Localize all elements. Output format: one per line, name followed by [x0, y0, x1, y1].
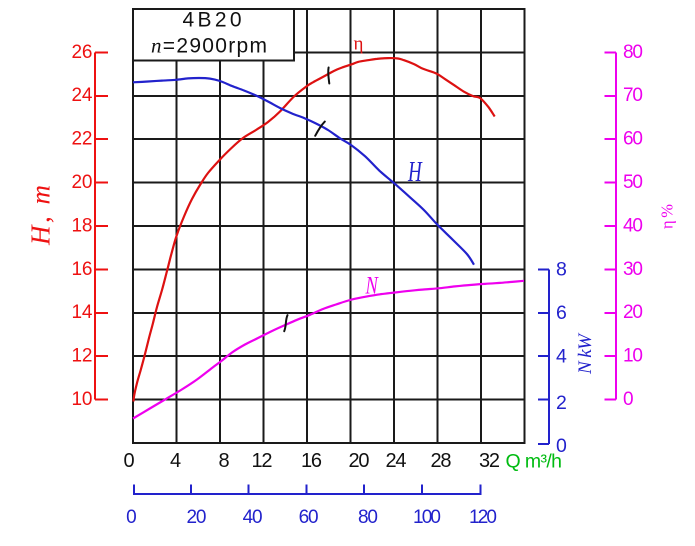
svg-text:N: N: [365, 271, 379, 299]
svg-text:10: 10: [623, 346, 643, 367]
svg-text:22: 22: [72, 129, 93, 150]
svg-text:20: 20: [187, 507, 207, 528]
svg-text:0: 0: [123, 450, 134, 472]
svg-text:H: H: [407, 158, 423, 188]
svg-text:20: 20: [349, 450, 370, 472]
svg-text:40: 40: [623, 215, 643, 236]
svg-text:12: 12: [72, 346, 93, 367]
svg-text:16: 16: [301, 450, 322, 472]
svg-text:80: 80: [623, 42, 643, 63]
svg-text:18: 18: [72, 215, 93, 236]
svg-text:N kW: N kW: [575, 332, 596, 375]
svg-text:Q m³/h: Q m³/h: [506, 451, 563, 473]
svg-text:14: 14: [72, 302, 93, 323]
svg-text:12: 12: [252, 450, 273, 472]
svg-text:120: 120: [469, 507, 497, 528]
svg-text:80: 80: [358, 507, 378, 528]
svg-text:0: 0: [623, 389, 634, 410]
svg-text:4: 4: [556, 345, 567, 367]
svg-text:20: 20: [623, 302, 643, 323]
svg-text:4: 4: [170, 450, 181, 472]
svg-text:20: 20: [72, 172, 93, 193]
svg-text:η %: η %: [658, 204, 677, 229]
svg-text:60: 60: [299, 507, 319, 528]
svg-text:40: 40: [243, 507, 263, 528]
svg-text:η: η: [354, 34, 364, 55]
svg-text:60: 60: [623, 129, 643, 150]
svg-text:24: 24: [72, 85, 93, 106]
svg-text:8: 8: [218, 450, 229, 472]
svg-text:30: 30: [623, 259, 643, 280]
svg-text:32: 32: [479, 450, 500, 472]
svg-text:100: 100: [413, 507, 441, 528]
svg-text:6: 6: [556, 302, 567, 324]
svg-text:10: 10: [72, 389, 93, 410]
svg-text:2: 2: [556, 392, 567, 414]
svg-text:24: 24: [386, 450, 407, 472]
svg-text:n=2900rpm: n=2900rpm: [151, 34, 267, 58]
svg-text:28: 28: [431, 450, 452, 472]
svg-text:50: 50: [623, 172, 643, 193]
svg-text:8: 8: [556, 258, 567, 280]
svg-text:70: 70: [623, 85, 643, 106]
svg-text:16: 16: [72, 259, 93, 280]
svg-text:0: 0: [126, 507, 137, 528]
svg-text:26: 26: [72, 42, 93, 63]
svg-text:0: 0: [556, 435, 567, 457]
